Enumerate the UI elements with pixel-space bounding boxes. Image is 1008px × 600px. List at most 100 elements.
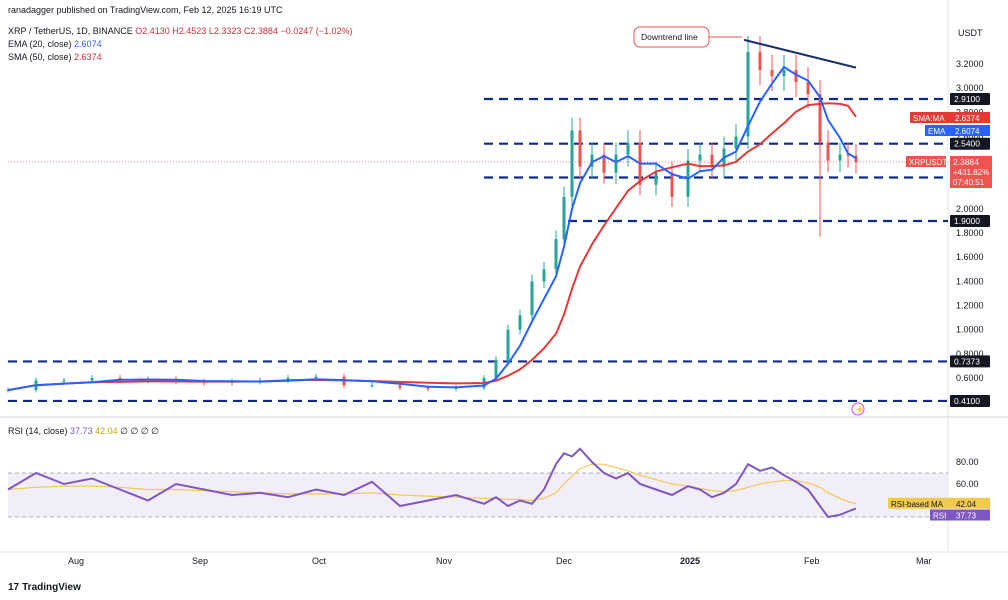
candle-body [286, 378, 290, 381]
price-tick-label: 2.0000 [956, 204, 984, 214]
ema-tag-value: 2.6074 [955, 127, 980, 136]
candle-body [734, 136, 738, 149]
price-tick-label: 0.6000 [956, 373, 984, 383]
candle-body [794, 70, 798, 83]
rsi-label: RSI (14, close) [8, 426, 68, 436]
candle-body [90, 378, 94, 381]
candle-body [626, 142, 630, 155]
level-price-tag [950, 394, 990, 407]
level-price-tag [950, 137, 990, 150]
rsi-tag-value: 37.73 [956, 511, 977, 520]
rsi-extra: ∅ ∅ ∅ ∅ [120, 426, 160, 436]
level-price-label: 0.7373 [954, 356, 980, 366]
candle-body [506, 329, 510, 360]
candle-body [554, 239, 558, 270]
sma-tag-name: SMA:MA [913, 114, 945, 123]
sma-value: 2.6374 [74, 52, 102, 62]
symbol-name: XRP / TetherUS, 1D, BINANCE [8, 26, 133, 36]
ema-value: 2.6074 [74, 39, 102, 49]
candle-body [62, 380, 66, 382]
ohlc-open: O2.4130 [135, 26, 170, 36]
ohlc-close: C2.3884 [243, 26, 278, 36]
tradingview-brand[interactable]: 17 TradingView [8, 582, 81, 593]
current-price-change: +431.82% [953, 168, 989, 177]
time-tick-label: Nov [436, 556, 453, 566]
price-tick-label: 2.6000 [956, 131, 984, 141]
candle-body [746, 51, 750, 137]
symbol-price-tag [906, 156, 946, 167]
sma-price-tag [910, 112, 990, 123]
candle-body [770, 70, 774, 77]
ohlc-high: H2.4523 [172, 26, 207, 36]
ema-tag-name: EMA [928, 127, 946, 136]
rsi-tag [930, 509, 990, 521]
candle-timer: 07:40:51 [953, 178, 985, 187]
rsi-tick-label: 60.00 [956, 479, 979, 489]
candle-body [578, 130, 582, 167]
sma-label: SMA (50, close) [8, 52, 72, 62]
candle-body [826, 142, 830, 161]
candle-body [398, 385, 402, 388]
candle-body [854, 155, 858, 163]
candle-body [542, 269, 546, 282]
time-tick-label: Mar [916, 556, 932, 566]
ema-label: EMA (20, close) [8, 39, 72, 49]
sma-tag-value: 2.6374 [955, 114, 980, 123]
candle-body [570, 130, 574, 197]
currency-label: USDT [958, 28, 983, 38]
candle-body [370, 385, 374, 387]
candle-body [314, 376, 318, 378]
candle-body [590, 154, 594, 167]
publish-info: ranadagger published on TradingView.com,… [8, 5, 283, 15]
candle-body [698, 154, 702, 161]
ema-price-tag [925, 125, 990, 136]
candle-body [518, 315, 522, 330]
symbol-legend: XRP / TetherUS, 1D, BINANCE O2.4130 H2.4… [8, 26, 353, 36]
lightning-glyph: ⚡ [855, 404, 865, 414]
price-tick-label: 3.0000 [956, 83, 984, 93]
ema-legend[interactable]: EMA (20, close) 2.6074 [8, 39, 102, 49]
rsi-ma-tag [888, 497, 990, 509]
rsi-band [8, 473, 948, 517]
downtrend-line [743, 38, 857, 69]
rsi-legend[interactable]: RSI (14, close) 37.73 42.04 ∅ ∅ ∅ ∅ [8, 426, 159, 437]
current-price-value: 2.3884 [953, 157, 979, 167]
candle-body [818, 94, 822, 143]
rsi-ma-value: 42.04 [95, 426, 118, 436]
level-price-tag [950, 355, 990, 368]
candle-body [670, 172, 674, 197]
time-tick-label: Dec [556, 556, 573, 566]
candle-body [654, 172, 658, 185]
current-price-tag [950, 156, 992, 188]
level-price-label: 1.9000 [954, 216, 980, 226]
rsi-tag-name: RSI [933, 511, 946, 520]
candle-body [710, 154, 714, 167]
level-price-label: 2.5400 [954, 139, 980, 149]
sma-legend[interactable]: SMA (50, close) 2.6374 [8, 52, 102, 62]
ohlc-change: −0.0247 (−1.02%) [280, 26, 353, 36]
candle-body [6, 390, 10, 392]
time-tick-label: Sep [192, 556, 208, 566]
rsi-tick-label: 80.00 [956, 457, 979, 467]
price-tick-label: 1.0000 [956, 325, 984, 335]
time-tick-label: Oct [312, 556, 327, 566]
candle-body [562, 196, 566, 240]
level-price-label: 0.4100 [954, 396, 980, 406]
candle-body [782, 70, 786, 77]
price-tick-label: 0.8000 [956, 349, 984, 359]
event-lightning-icon [851, 402, 865, 416]
level-price-tag [950, 215, 990, 227]
candle-body [426, 387, 430, 389]
brand-name: TradingView [22, 582, 81, 593]
level-price-label: 2.9100 [954, 94, 980, 104]
candle-body [530, 281, 534, 316]
candle-body [602, 154, 606, 173]
candle-body [758, 51, 762, 71]
rsi-ma-tag-name: RSI-based MA [891, 500, 944, 509]
tradingview-logo-icon: 17 [8, 582, 20, 593]
price-tick-label: 1.2000 [956, 301, 984, 311]
time-tick-label: 2025 [680, 556, 700, 566]
symbol-tag-name: XRPUSDT [909, 158, 947, 167]
annotation-text: Downtrend line [641, 32, 698, 42]
